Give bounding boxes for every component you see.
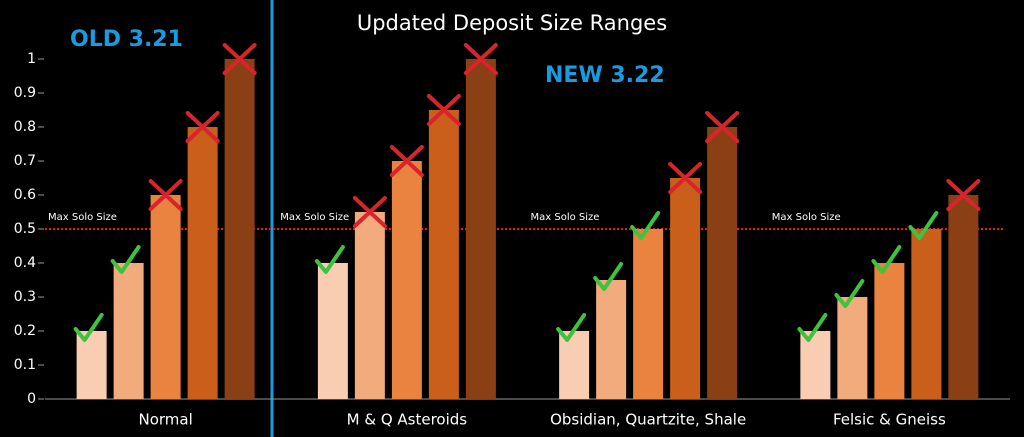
check-mark [593,262,624,291]
bar [911,229,942,399]
bar [559,331,590,399]
chart-title: Updated Deposit Size Ranges [357,11,667,35]
check-mark [630,211,661,240]
bar [874,263,905,399]
bar [948,195,979,399]
x-mark [463,43,498,75]
x-mark [668,162,703,194]
x-mark [946,179,981,211]
y-tick-label: 0.6 [14,187,36,203]
x-mark [705,111,740,143]
x-tick-label: Obsidian, Quartzite, Shale [550,411,746,429]
y-tick-label: 0.7 [14,153,36,169]
x-mark [352,196,387,228]
threshold-label: Max Solo Size [531,212,600,223]
y-tick-label: 0.5 [14,221,36,237]
y-tick-label: 0.1 [14,357,36,373]
bar [670,178,701,399]
y-tick-label: 1 [27,51,36,67]
bar [428,110,459,399]
bar [317,263,348,399]
check-mark [797,313,828,342]
x-tick-label: Felsic & Gneiss [833,411,946,429]
y-tick-label: 0.9 [14,85,36,101]
bar [224,59,255,399]
x-mark [148,179,183,211]
check-mark [834,279,865,308]
threshold-label: Max Solo Size [48,212,117,223]
x-mark [185,111,220,143]
y-tick-label: 0.8 [14,119,36,135]
bar [76,331,107,399]
check-mark [314,245,345,274]
threshold-label: Max Solo Size [280,212,349,223]
y-tick-label: 0.3 [14,289,36,305]
new-version-label: NEW 3.22 [545,63,665,88]
bar [837,297,868,399]
bar [113,263,144,399]
bar [596,280,627,399]
check-mark [871,245,902,274]
x-mark [389,145,424,177]
y-tick-label: 0.2 [14,323,36,339]
x-tick-label: Normal [138,411,192,429]
bar [354,212,385,399]
bar [800,331,831,399]
bar [707,127,738,399]
y-tick-label: 0 [27,391,36,407]
bar [187,127,218,399]
x-tick-label: M & Q Asteroids [347,411,468,429]
bar [391,161,422,399]
check-mark [556,313,587,342]
bar [150,195,181,399]
threshold-label: Max Solo Size [772,212,841,223]
check-mark [73,313,104,342]
y-tick-label: 0.4 [14,255,36,271]
bar [633,229,664,399]
check-mark [908,211,939,240]
old-version-label: OLD 3.21 [70,27,183,52]
check-mark [110,245,141,274]
bar [465,59,496,399]
x-mark [222,43,257,75]
x-mark [426,94,461,126]
